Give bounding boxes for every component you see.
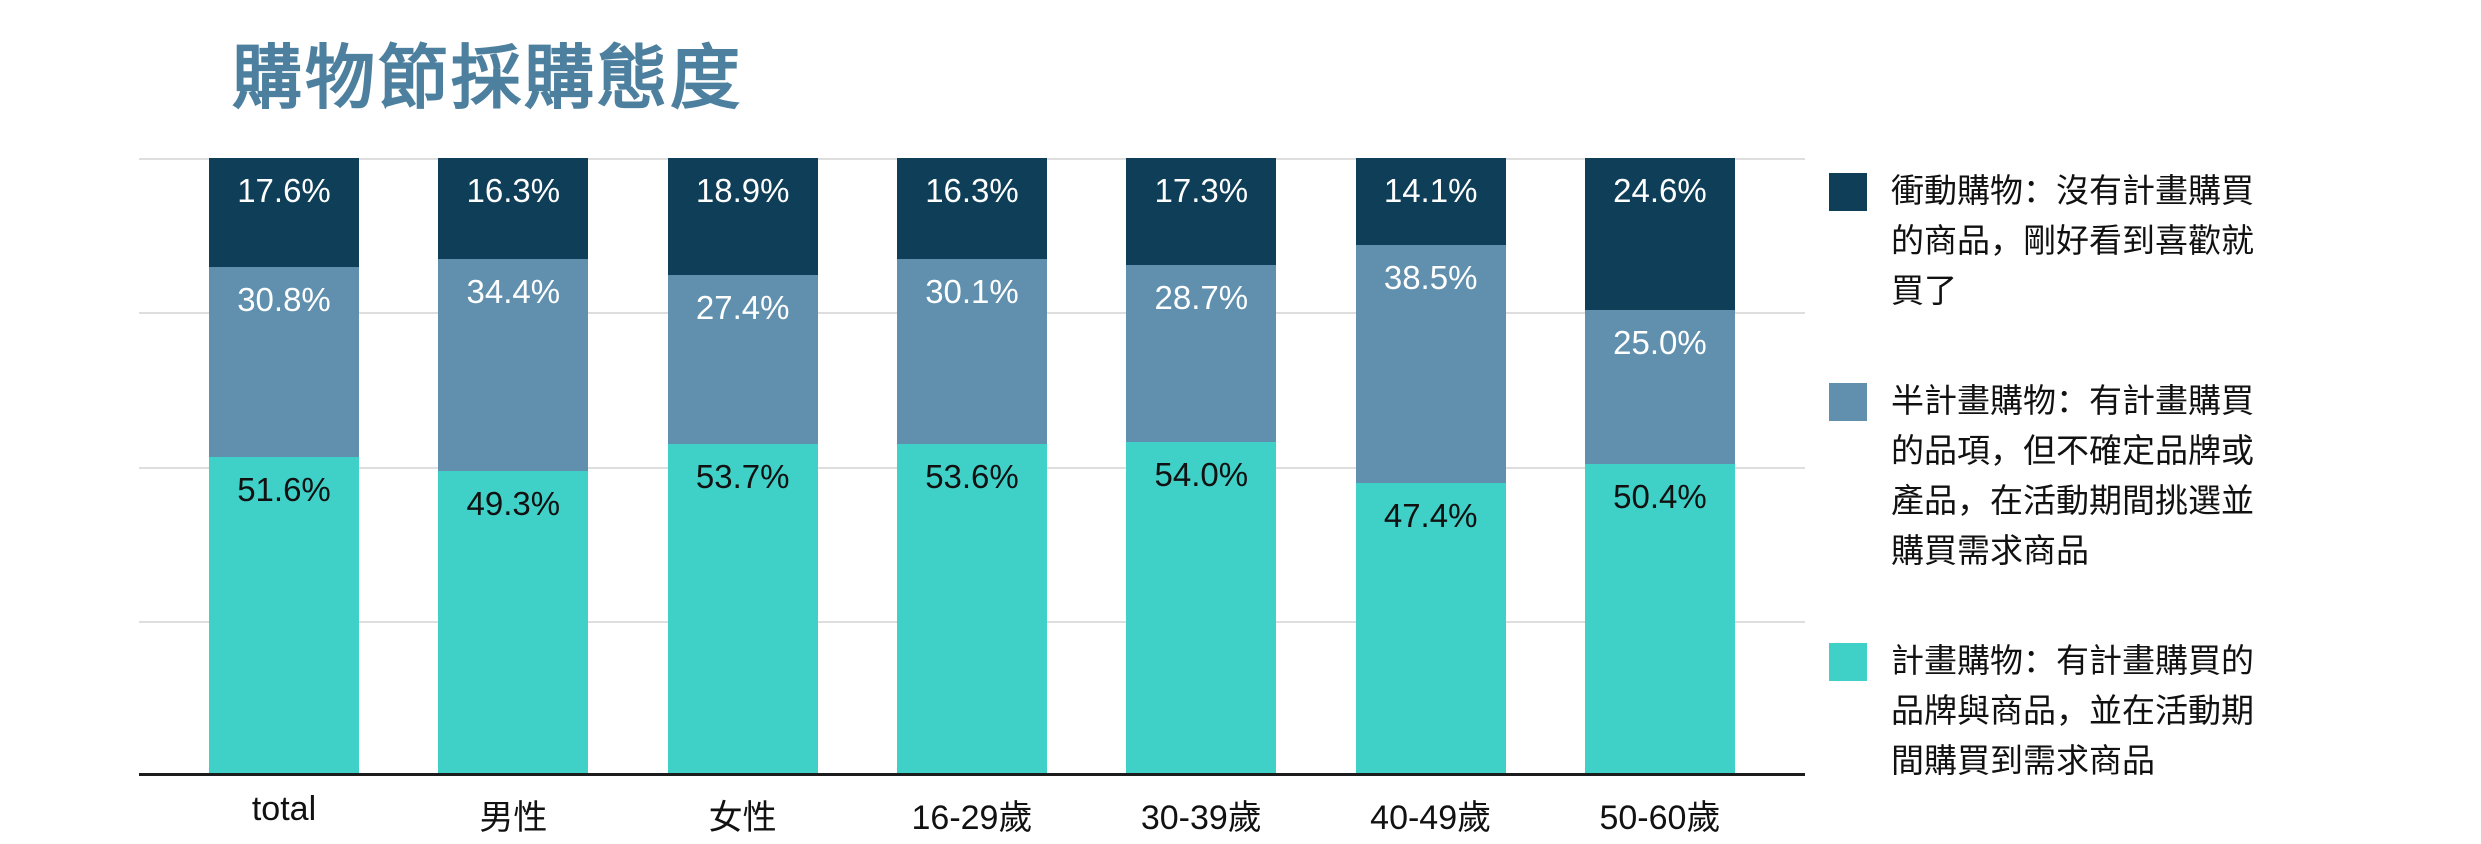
segment-value-label: 16.3% [925, 172, 1019, 209]
legend-label: 半計畫購物：有計畫購買的品項，但不確定品牌或產品，在活動期間挑選並購買需求商品 [1891, 382, 2254, 569]
segment-value-label: 16.3% [466, 172, 561, 209]
bar-segment-semi: 30.8% [209, 266, 359, 457]
segment-value-label: 18.9% [695, 172, 790, 209]
bar-total: 17.6% 30.8% 51.6% [209, 158, 359, 775]
segment-value-label: 24.6% [1613, 172, 1707, 209]
bar-segment-impulse: 17.6% [209, 158, 359, 267]
bar-segment-planned: 51.6% [209, 456, 359, 775]
segment-value-label: 38.5% [1383, 258, 1478, 296]
x-axis-label: total [251, 790, 317, 828]
legend-label: 衝動購物：沒有計畫購買的商品，剛好看到喜歡就買了 [1891, 172, 2254, 309]
segment-value-label: 25.0% [1613, 323, 1707, 361]
segment-value-label: 49.3% [466, 484, 561, 522]
segment-value-label: 30.8% [237, 280, 331, 318]
bar-segment-semi: 34.4% [438, 258, 589, 471]
segment-value-label: 53.6% [925, 458, 1019, 496]
segment-value-label: 27.4% [695, 288, 790, 326]
bar-50-60歲: 24.6% 25.0% 50.4% [1584, 158, 1735, 775]
bar-segment-planned: 53.6% [896, 444, 1047, 775]
segment-value-label: 34.4% [466, 272, 561, 310]
x-axis-label: 男性 [479, 799, 548, 837]
segment-value-label: 47.4% [1383, 496, 1478, 534]
x-labels: total 男性 女性 16-29歲 30-39歲 40-49歲 50-60歲 [139, 790, 1805, 839]
legend-swatch-planned [1829, 643, 1867, 681]
x-axis-label: 40-49歲 [1370, 799, 1492, 837]
bar-40-49歲: 14.1% 38.5% 47.4% [1355, 158, 1506, 775]
bar-女性: 18.9% 27.4% 53.7% [667, 158, 818, 775]
x-axis-baseline [139, 773, 1805, 776]
bar-segment-impulse: 14.1% [1355, 158, 1506, 245]
segment-value-label: 30.1% [925, 272, 1019, 310]
legend-item-semi-planned: 半計畫購物：有計畫購買的品項，但不確定品牌或產品，在活動期間挑選並購買需求商品 [1829, 376, 2449, 576]
bar-segment-semi: 27.4% [667, 274, 818, 444]
segment-value-label: 50.4% [1613, 478, 1707, 516]
bar-segment-impulse: 16.3% [438, 158, 589, 259]
segment-value-label: 51.6% [237, 470, 331, 508]
bar-segment-planned: 50.4% [1584, 464, 1735, 775]
bar-segment-planned: 49.3% [438, 470, 589, 775]
bar-segment-planned: 54.0% [1126, 441, 1277, 775]
bar-segment-semi: 30.1% [896, 258, 1047, 445]
x-axis-label: 16-29歲 [911, 799, 1033, 837]
x-axis-label: 30-39歲 [1140, 799, 1262, 837]
legend-item-planned: 計畫購物：有計畫購買的品牌與商品，並在活動期間購買到需求商品 [1829, 636, 2449, 786]
segment-value-label: 53.7% [695, 457, 790, 495]
x-axis-label: 50-60歲 [1599, 799, 1721, 837]
legend-swatch-impulse [1829, 173, 1867, 211]
bar-segment-impulse: 24.6% [1584, 158, 1735, 310]
bar-30-39歲: 17.3% 28.7% 54.0% [1126, 158, 1277, 775]
legend-swatch-semi-planned [1829, 383, 1867, 421]
bar-segment-semi: 25.0% [1584, 309, 1735, 465]
segment-value-label: 28.7% [1154, 278, 1249, 316]
bar-segment-impulse: 16.3% [896, 158, 1047, 259]
bars: 17.6% 30.8% 51.6% 16.3% 34.4% 49.3% 18.9% 27.4%… [139, 158, 1805, 775]
segment-value-label: 17.6% [237, 172, 331, 209]
bar-segment-planned: 53.7% [667, 443, 818, 775]
legend-label: 計畫購物：有計畫購買的品牌與商品，並在活動期間購買到需求商品 [1891, 642, 2254, 779]
bar-segment-semi: 28.7% [1126, 264, 1277, 442]
segment-value-label: 14.1% [1383, 172, 1478, 209]
bar-男性: 16.3% 34.4% 49.3% [438, 158, 589, 775]
x-axis-label: 女性 [708, 799, 777, 837]
bar-segment-semi: 38.5% [1355, 244, 1506, 483]
bar-16-29歲: 16.3% 30.1% 53.6% [896, 158, 1047, 775]
page-title: 購物節採購態度 [232, 39, 743, 117]
legend-item-impulse: 衝動購物：沒有計畫購買的商品，剛好看到喜歡就買了 [1829, 166, 2449, 316]
legend: 衝動購物：沒有計畫購買的商品，剛好看到喜歡就買了 半計畫購物：有計畫購買的品項，… [1829, 166, 2449, 786]
bar-segment-impulse: 17.3% [1126, 158, 1277, 265]
segment-value-label: 17.3% [1154, 172, 1249, 209]
bar-segment-planned: 47.4% [1355, 482, 1506, 775]
segment-value-label: 54.0% [1154, 455, 1249, 493]
bar-chart: 17.6% 30.8% 51.6% 16.3% 34.4% 49.3% 18.9% 27.4%… [139, 158, 1805, 775]
bar-segment-impulse: 18.9% [667, 158, 818, 275]
